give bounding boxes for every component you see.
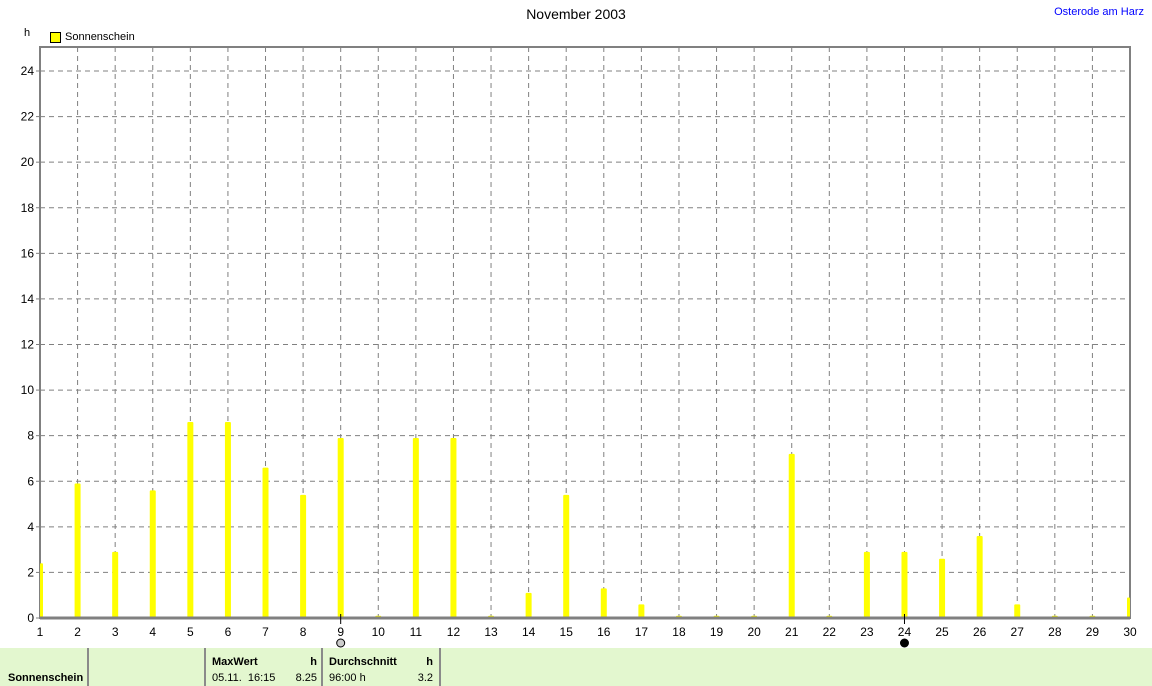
x-tick-label: 11 xyxy=(410,625,423,639)
max-header: MaxWert xyxy=(212,656,258,668)
bar-day-1 xyxy=(40,563,43,618)
bar-day-12 xyxy=(450,437,457,618)
x-tick-label: 1 xyxy=(37,625,44,639)
bar-day-15 xyxy=(563,494,570,618)
plot-frame xyxy=(39,46,1131,619)
bar-day-24 xyxy=(901,551,908,618)
y-tick-label: 22 xyxy=(21,110,35,124)
legend-label: Sonnenschein xyxy=(65,31,135,43)
bar-day-3 xyxy=(112,551,119,618)
x-tick-label: 3 xyxy=(112,625,119,639)
bar-day-8 xyxy=(300,494,307,618)
bar-day-4 xyxy=(149,490,156,618)
x-tick-label: 6 xyxy=(225,625,232,639)
y-tick-label: 0 xyxy=(27,611,34,625)
y-axis-unit: h xyxy=(24,27,31,39)
x-tick-label: 9 xyxy=(337,625,344,639)
bar-day-14 xyxy=(525,592,532,618)
stats-series-label: Sonnenschein xyxy=(8,672,84,684)
stats-max-col: MaxWert h 05.11. 16:15 8.25 xyxy=(206,648,323,686)
x-tick-label: 23 xyxy=(860,625,874,639)
stats-empty-col xyxy=(89,648,206,686)
x-tick-label: 8 xyxy=(300,625,307,639)
x-tick-label: 12 xyxy=(447,625,461,639)
y-tick-label: 4 xyxy=(27,520,34,534)
x-tick-label: 15 xyxy=(560,625,574,639)
avg-header: Durchschnitt xyxy=(329,656,397,668)
legend-swatch xyxy=(50,31,61,43)
y-tick-label: 8 xyxy=(27,429,34,443)
bar-day-5 xyxy=(187,421,194,618)
bar-day-30 xyxy=(1127,597,1130,618)
bar-day-9 xyxy=(337,437,344,618)
new-moon-icon xyxy=(899,638,909,648)
y-tick-label: 14 xyxy=(21,292,35,306)
y-tick-label: 12 xyxy=(21,338,35,352)
max-time: 05.11. 16:15 xyxy=(212,672,276,684)
bar-day-17 xyxy=(638,604,645,618)
x-tick-label: 10 xyxy=(372,625,386,639)
x-tick-label: 27 xyxy=(1011,625,1025,639)
location-link[interactable]: Osterode am Harz xyxy=(1054,6,1144,18)
y-tick-label: 18 xyxy=(21,201,35,215)
bar-day-16 xyxy=(600,588,607,618)
x-tick-label: 13 xyxy=(484,625,498,639)
x-tick-label: 24 xyxy=(898,625,912,639)
x-tick-label: 20 xyxy=(747,625,761,639)
bar-day-27 xyxy=(1014,604,1021,618)
bar-day-6 xyxy=(224,421,231,618)
max-unit: h xyxy=(310,656,317,668)
bar-day-21 xyxy=(788,453,795,618)
x-tick-label: 30 xyxy=(1123,625,1137,639)
bar-day-23 xyxy=(863,551,870,618)
y-tick-label: 20 xyxy=(21,155,35,169)
y-tick-label: 24 xyxy=(21,64,35,78)
x-tick-label: 4 xyxy=(149,625,156,639)
y-tick-label: 2 xyxy=(27,565,34,579)
bar-day-2 xyxy=(74,483,81,618)
x-tick-label: 28 xyxy=(1048,625,1062,639)
x-tick-label: 21 xyxy=(785,625,799,639)
x-tick-label: 22 xyxy=(823,625,837,639)
x-tick-label: 17 xyxy=(635,625,649,639)
x-tick-label: 25 xyxy=(935,625,949,639)
stats-series-col: Sonnenschein xyxy=(0,648,89,686)
bar-day-26 xyxy=(976,535,983,618)
chart-title: November 2003 xyxy=(526,6,626,22)
x-tick-label: 7 xyxy=(262,625,269,639)
avg-value: 3.2 xyxy=(417,672,433,684)
legend: Sonnenschein xyxy=(50,31,135,43)
full-moon-icon xyxy=(336,638,346,648)
avg-unit: h xyxy=(426,656,433,668)
bar-day-7 xyxy=(262,467,269,618)
x-tick-label: 26 xyxy=(973,625,987,639)
y-tick-label: 6 xyxy=(27,474,34,488)
max-value: 8.25 xyxy=(295,672,317,684)
x-tick-label: 16 xyxy=(597,625,611,639)
stats-avg-col: Durchschnitt h 96:00 h 3.2 xyxy=(323,648,441,686)
x-tick-label: 2 xyxy=(74,625,81,639)
y-tick-label: 16 xyxy=(21,246,35,260)
stats-footer: Sonnenschein MaxWert h 05.11. 16:15 8.25… xyxy=(0,648,1152,686)
x-tick-label: 19 xyxy=(710,625,724,639)
x-tick-label: 5 xyxy=(187,625,194,639)
bar-day-11 xyxy=(412,437,419,618)
x-tick-label: 18 xyxy=(672,625,686,639)
avg-total: 96:00 h xyxy=(329,672,366,684)
bar-day-25 xyxy=(939,558,946,618)
x-tick-label: 29 xyxy=(1086,625,1100,639)
x-tick-label: 14 xyxy=(522,625,536,639)
y-tick-label: 10 xyxy=(21,383,35,397)
